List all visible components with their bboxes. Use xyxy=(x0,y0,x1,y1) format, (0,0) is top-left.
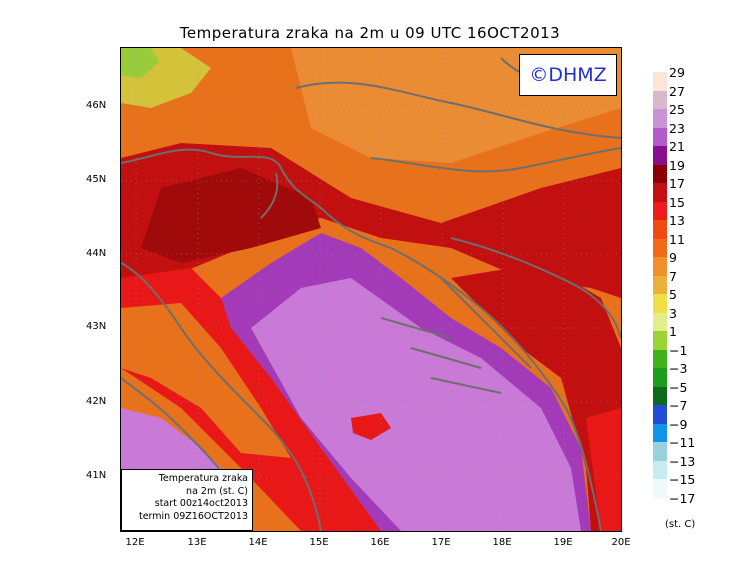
legend-swatch xyxy=(653,294,667,313)
info-line-4: termin 09Z16OCT2013 xyxy=(138,510,248,522)
legend-label: 21 xyxy=(669,139,685,154)
legend-swatch xyxy=(653,405,667,424)
dhmz-copyright: ©DHMZ xyxy=(519,54,617,96)
info-box: Temperatura zraka na 2m (st. C) start 00… xyxy=(121,469,253,531)
legend-swatch xyxy=(653,238,667,257)
legend-swatch xyxy=(653,220,667,239)
lon-label-12e: 12E xyxy=(125,537,145,548)
lat-label-41n: 41N xyxy=(86,470,107,481)
legend-label: 9 xyxy=(669,250,677,265)
legend-label: 25 xyxy=(669,102,685,117)
graticule xyxy=(121,48,621,531)
legend-label: −5 xyxy=(669,379,688,395)
legend-label: −9 xyxy=(669,416,688,432)
legend-label: 19 xyxy=(669,157,685,173)
lon-label-19e: 19E xyxy=(553,537,573,548)
info-line-2: na 2m (st. C) xyxy=(186,485,248,497)
legend-swatch xyxy=(653,201,667,220)
lon-label-18e: 18E xyxy=(492,537,512,548)
legend-swatch xyxy=(653,368,667,387)
legend-unit: (st. C) xyxy=(665,519,696,530)
temperature-map: ©DHMZ Temperatura zraka na 2m (st. C) st… xyxy=(120,47,622,532)
legend-label: −3 xyxy=(669,361,688,376)
legend-swatch xyxy=(653,386,667,405)
adriatic-sea xyxy=(251,278,581,531)
legend-label: −15 xyxy=(669,472,696,487)
legend-swatch xyxy=(653,312,667,331)
legend-label: 29 xyxy=(669,65,685,80)
legend-label: 7 xyxy=(669,268,677,284)
legend-swatch xyxy=(653,423,667,442)
legend-swatch xyxy=(653,460,667,479)
lon-label-13e: 13E xyxy=(187,537,207,548)
lon-label-20e: 20E xyxy=(611,537,631,548)
legend-swatch xyxy=(653,127,667,146)
legend-swatch xyxy=(653,275,667,294)
legend-label: −11 xyxy=(669,435,696,450)
lon-label-15e: 15E xyxy=(309,537,329,548)
legend-label: 5 xyxy=(669,287,677,302)
italy-orange xyxy=(121,303,291,458)
alps-green xyxy=(121,48,159,78)
legend-swatch xyxy=(653,109,667,128)
lat-label-42n: 42N xyxy=(86,396,107,407)
legend-swatch xyxy=(653,164,667,183)
lon-label-14e: 14E xyxy=(248,537,268,548)
legend-swatch xyxy=(653,183,667,202)
legend-label: 11 xyxy=(669,231,685,247)
legend-label: −13 xyxy=(669,453,696,469)
legend-label: −1 xyxy=(669,342,688,358)
legend-label: 3 xyxy=(669,305,677,321)
albania-coast xyxy=(586,408,621,531)
map-title: Temperatura zraka na 2m u 09 UTC 16OCT20… xyxy=(179,24,561,42)
legend-label: 13 xyxy=(669,213,685,228)
lat-label-45n: 45N xyxy=(86,174,107,185)
legend-swatch xyxy=(653,349,667,368)
legend-swatch xyxy=(653,331,667,350)
map-svg xyxy=(121,48,621,531)
lat-label-46n: 46N xyxy=(86,100,107,111)
legend-swatch xyxy=(653,146,667,165)
info-line-3: start 00z14oct2013 xyxy=(154,498,248,509)
legend-label: 17 xyxy=(669,176,685,191)
lat-label-43n: 43N xyxy=(86,321,107,332)
bosnia-band xyxy=(451,263,621,531)
legend-label: 23 xyxy=(669,120,685,136)
legend-label: 27 xyxy=(669,83,685,99)
lon-label-17e: 17E xyxy=(431,537,451,548)
lat-label-44n: 44N xyxy=(86,248,107,259)
legend-swatch xyxy=(653,479,667,498)
info-line-1: Temperatura zraka xyxy=(158,473,248,484)
legend-label: 15 xyxy=(669,194,685,210)
legend-label: −17 xyxy=(669,490,696,506)
legend-swatch xyxy=(653,442,667,461)
legend-label: 1 xyxy=(669,324,677,339)
lon-label-16e: 16E xyxy=(370,537,390,548)
legend-label: −7 xyxy=(669,398,688,413)
legend-swatch xyxy=(653,72,667,91)
legend-swatch xyxy=(653,257,667,276)
legend-swatch xyxy=(653,90,667,109)
